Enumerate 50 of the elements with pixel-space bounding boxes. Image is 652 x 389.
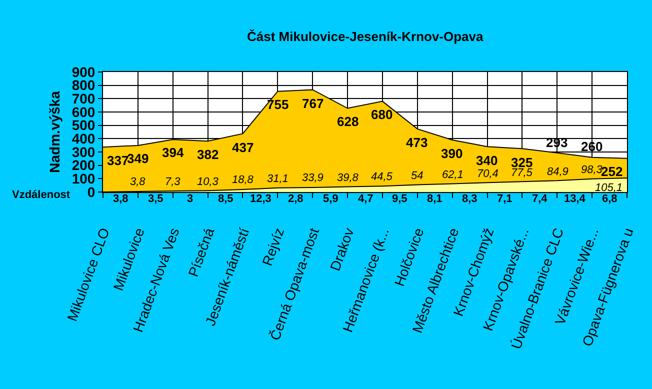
text: 2,8 — [288, 193, 304, 205]
data-label: 337 — [107, 153, 129, 168]
data-label: 77,5 — [511, 167, 534, 179]
text: 7,1 — [497, 193, 512, 205]
data-label: 62,1 — [442, 169, 464, 181]
y-tick-label: 800 — [72, 77, 96, 94]
data-label: 10,3 — [197, 176, 220, 188]
data-label: 394 — [162, 145, 184, 160]
data-label: 7,3 — [165, 176, 182, 188]
data-label: 340 — [476, 153, 498, 168]
data-label: 473 — [406, 135, 428, 150]
data-label: 767 — [302, 96, 324, 111]
text: 7,4 — [532, 193, 548, 205]
data-label: 70,4 — [477, 168, 498, 180]
data-label: 44,5 — [371, 171, 394, 183]
chart-title: Část Mikulovice-Jeseník-Krnov-Opava — [247, 29, 484, 44]
data-label: 680 — [371, 107, 393, 122]
data-label: 84,9 — [547, 166, 568, 178]
y-tick-label: 500 — [72, 117, 96, 134]
text: 13,4 — [564, 193, 586, 205]
data-label: 390 — [441, 146, 463, 161]
text: 12,3 — [250, 193, 272, 205]
y-axis-title: Nadm.výška — [46, 90, 62, 173]
data-label: 54 — [411, 170, 424, 182]
y-tick-label: 200 — [72, 157, 96, 174]
y-tick-label: 900 — [72, 64, 96, 80]
text: 5,9 — [323, 193, 338, 205]
data-label: 31,1 — [267, 173, 288, 185]
text: Vzdálenost — [12, 189, 70, 201]
text: 3 — [187, 193, 194, 205]
text: 8,5 — [218, 193, 234, 205]
data-label: 252 — [601, 164, 623, 179]
text: 3,8 — [113, 193, 128, 205]
data-label: 105,1 — [595, 182, 623, 194]
x-tick-label: Rejvíz — [258, 226, 288, 268]
data-label: 628 — [337, 114, 359, 129]
data-label: 349 — [127, 151, 149, 166]
data-label: 437 — [232, 140, 254, 155]
text: 3,5 — [148, 193, 164, 205]
data-label: 33,9 — [302, 172, 324, 184]
text: 4,7 — [358, 193, 374, 205]
text: 6,8 — [602, 193, 618, 205]
text: 8,3 — [462, 193, 478, 205]
data-label: 39,8 — [337, 172, 360, 184]
text: 8,1 — [427, 193, 442, 205]
data-label: 382 — [197, 147, 219, 162]
data-label: 18,8 — [232, 174, 254, 186]
data-label: 755 — [267, 97, 289, 112]
data-label: 3,8 — [130, 176, 146, 188]
text: 9,5 — [392, 193, 408, 205]
